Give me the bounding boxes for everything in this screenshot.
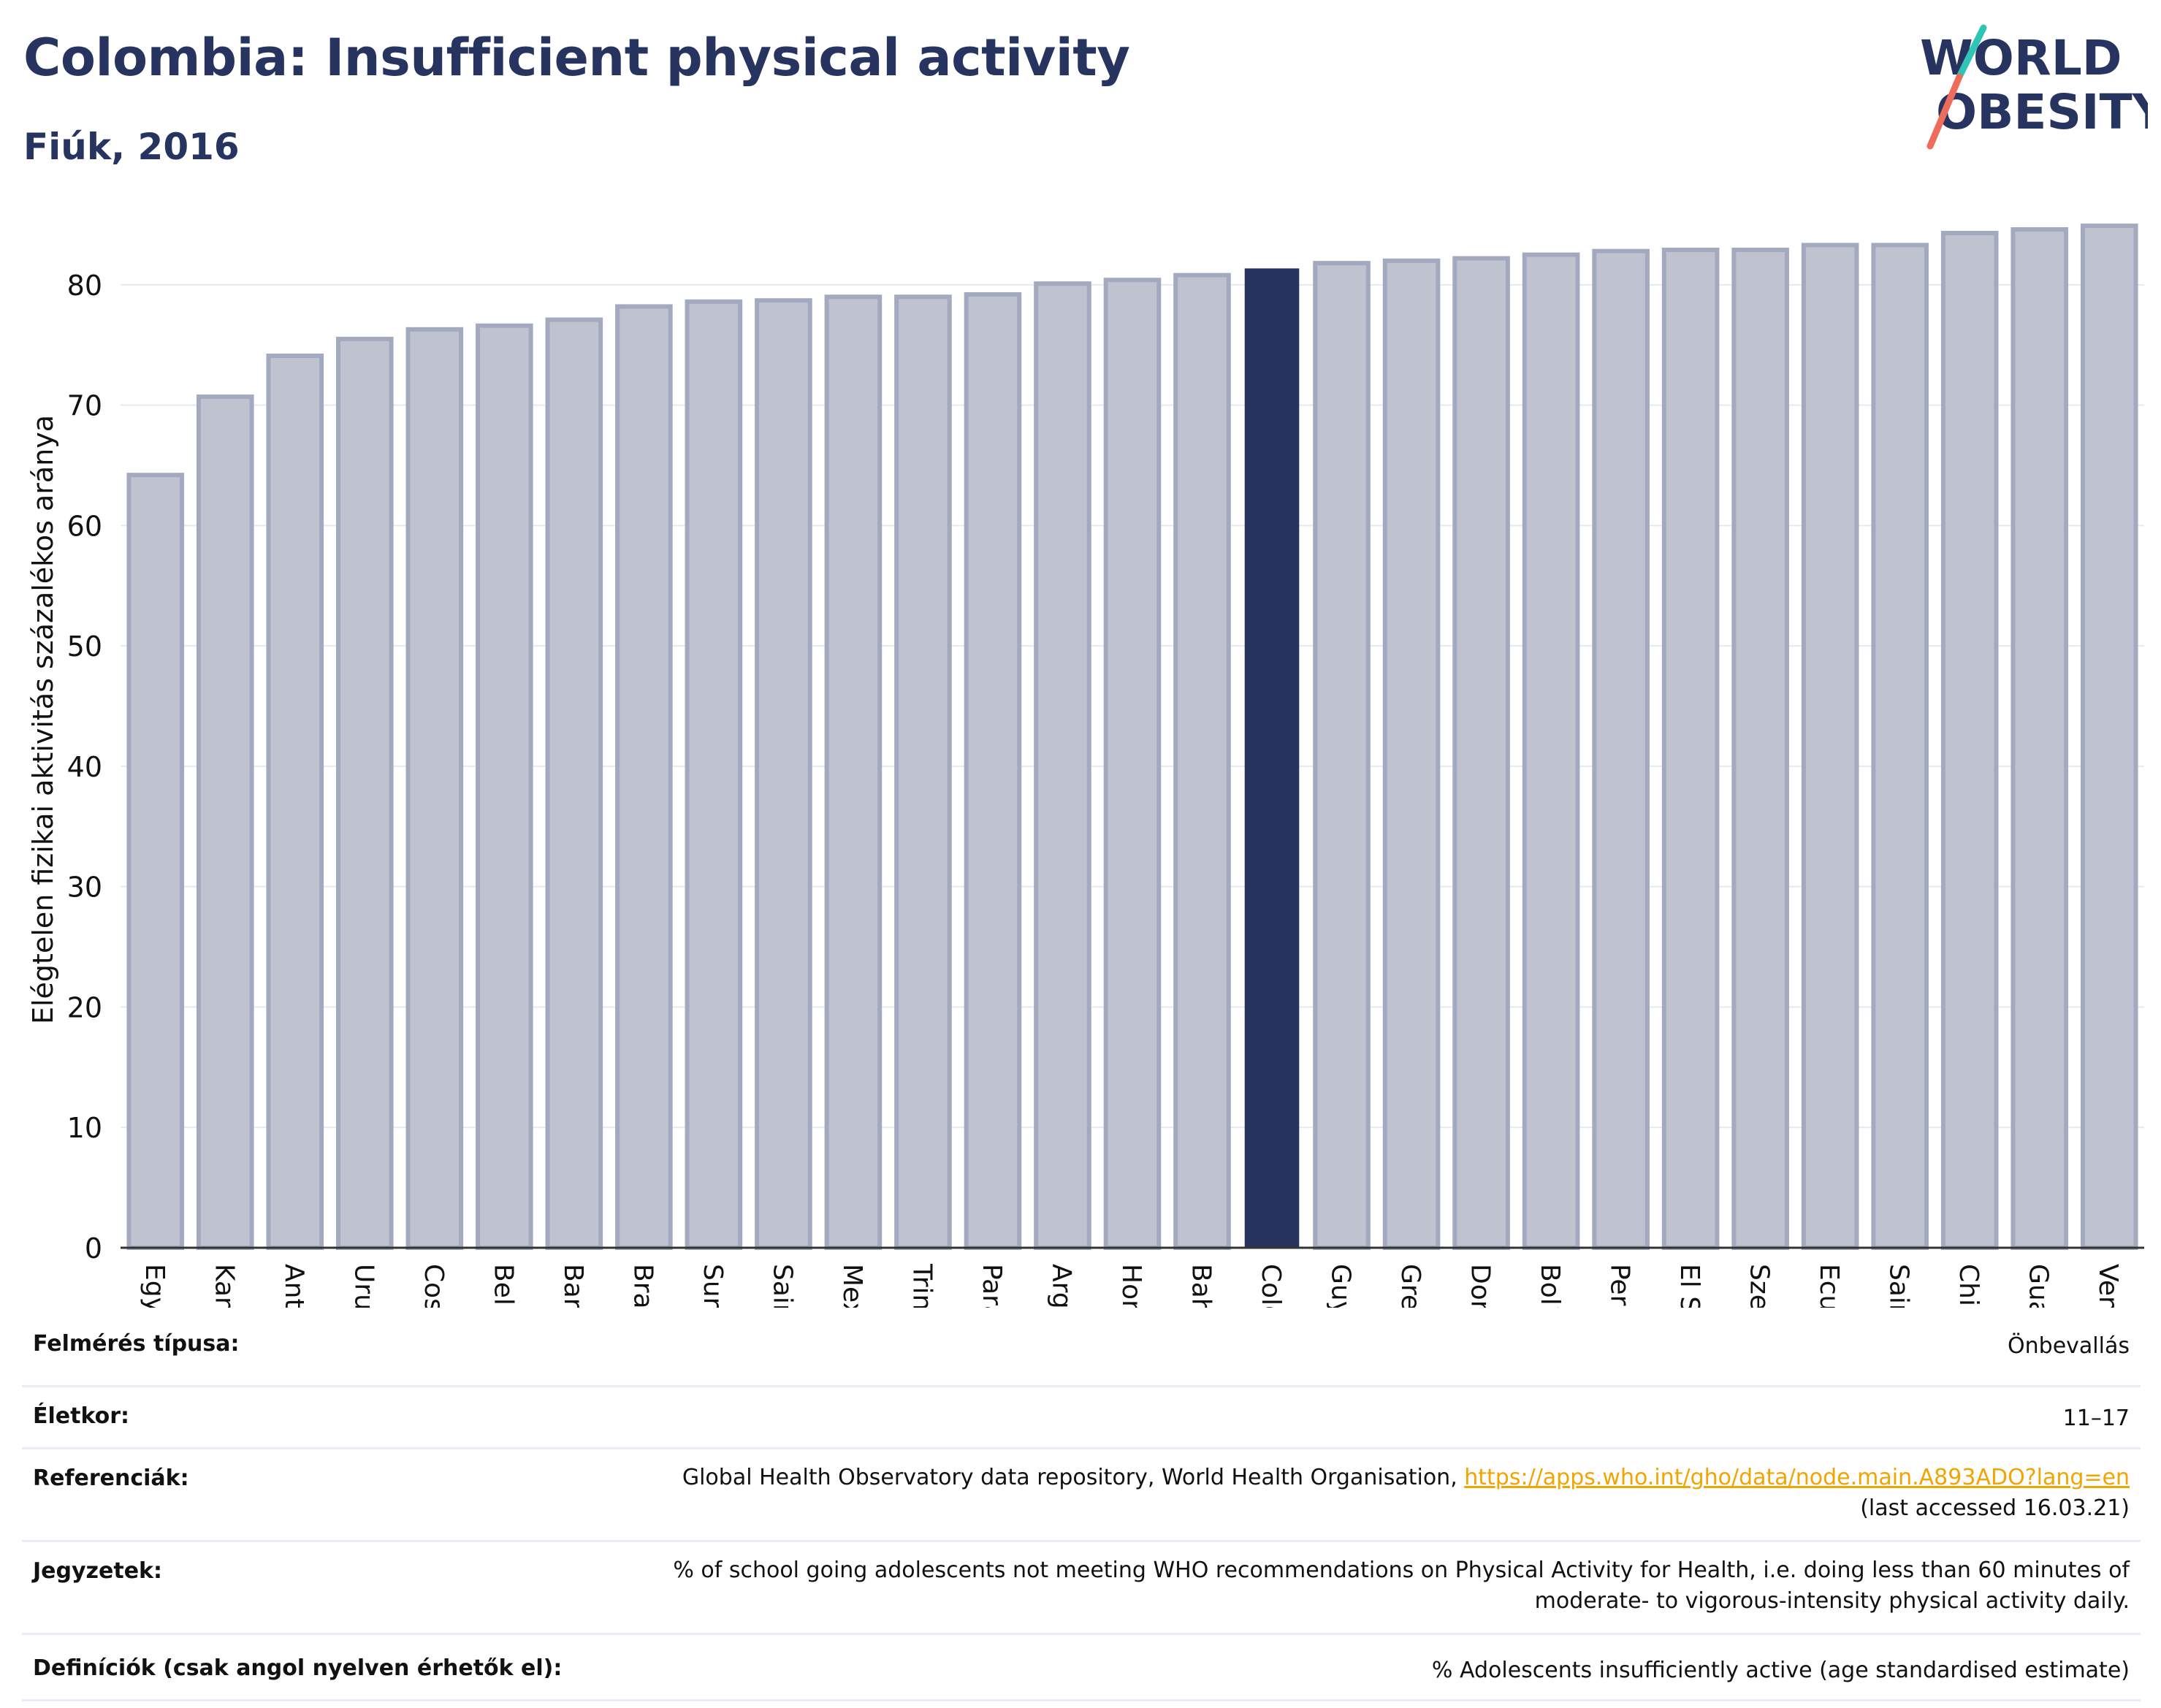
- footer-table: Felmérés típusa: Önbevallás Életkor: 11–…: [22, 1308, 2141, 1701]
- y-tick-label: 20: [67, 991, 102, 1023]
- bar: [126, 473, 185, 1251]
- x-tick-label: Bolívia: [1535, 1264, 1565, 1308]
- footer-row-age: Életkor: 11–17: [22, 1387, 2141, 1449]
- bar: [1382, 258, 1441, 1250]
- logo-text-world: WORLD: [1920, 30, 2122, 86]
- y-tick-label: 0: [85, 1232, 102, 1265]
- bar: [2080, 224, 2138, 1250]
- bar: [685, 299, 743, 1250]
- x-tick-label: Mexikó: [837, 1264, 867, 1308]
- footer-value: Global Health Observatory data repositor…: [595, 1463, 2130, 1524]
- reference-accessed: (last accessed 16.03.21): [1860, 1495, 2130, 1521]
- x-tick-label: Belize: [488, 1264, 518, 1308]
- bar: [405, 327, 464, 1251]
- bar: [2011, 227, 2069, 1251]
- axes: 0 10 20 30 40 50 60 70 80 Egyesült Államok Kanada A…: [67, 270, 2144, 1308]
- footer-label: Definíciók (csak angol nyelven érhetők e…: [33, 1655, 563, 1681]
- x-tick-label: Dominikai Közösség: [1466, 1264, 1495, 1308]
- bar: [1522, 252, 1580, 1250]
- reference-link[interactable]: https://apps.who.int/gho/data/node.main.…: [1464, 1465, 2130, 1490]
- bar: [1871, 243, 1929, 1250]
- x-tick-label: Argentína: [1046, 1264, 1076, 1308]
- x-tick-label: Antigua és Barbuda: [279, 1264, 309, 1308]
- footer-label: Felmérés típusa:: [33, 1331, 240, 1357]
- x-tick-label: Guatemala: [2024, 1264, 2054, 1308]
- bar: [1452, 256, 1510, 1250]
- footer-label: Életkor:: [33, 1403, 130, 1429]
- x-tick-label: Brazília: [628, 1264, 658, 1308]
- bar: [1103, 278, 1162, 1250]
- bar: [1313, 261, 1371, 1251]
- y-tick-label: 40: [67, 751, 102, 783]
- x-tick-label: Colombia: [1256, 1264, 1286, 1308]
- x-tick-label: Barbados: [558, 1264, 588, 1308]
- y-tick-label: 60: [67, 510, 102, 542]
- footer-label: Jegyzetek:: [33, 1558, 162, 1584]
- x-tick-label: Chile: [1954, 1264, 1983, 1308]
- chart-subtitle: Fiúk, 2016: [23, 126, 240, 168]
- y-tick-label: 80: [67, 270, 102, 302]
- y-axis-label: Elégtelen fizikai aktivitás százalékos a…: [27, 415, 59, 1024]
- bar: [755, 298, 812, 1250]
- bar: [1592, 248, 1650, 1251]
- bar: [1661, 248, 1720, 1251]
- x-tick-label: Saint Vincent és a Grenadine-szigetek: [1884, 1264, 1914, 1308]
- footer-row-survey-type: Felmérés típusa: Önbevallás: [22, 1308, 2141, 1387]
- bar: [266, 354, 324, 1251]
- y-tick-label: 30: [67, 872, 102, 904]
- bar: [1940, 230, 1999, 1250]
- bar: [336, 336, 394, 1250]
- footer-value: % of school going adolescents not meetin…: [673, 1558, 2130, 1614]
- x-tick-label: Venezuela: [2093, 1264, 2123, 1308]
- x-tick-label: Trinidad és Tobago: [907, 1263, 937, 1308]
- x-tick-label: Paraguay: [977, 1264, 1007, 1308]
- x-tick-label: Grenada: [1395, 1264, 1425, 1308]
- footer-label: Referenciák:: [33, 1465, 189, 1491]
- x-tick-label: El Salvador: [1674, 1264, 1704, 1308]
- x-tick-label: Kanada: [209, 1264, 239, 1308]
- x-tick-label: Bahama-szigetek: [1186, 1264, 1216, 1308]
- bar: [615, 304, 673, 1250]
- y-tick-label: 50: [67, 630, 102, 663]
- bar: [1801, 243, 1859, 1250]
- bars: [126, 224, 2138, 1251]
- x-tick-label: Szent Lucia: [1745, 1264, 1775, 1308]
- logo-text-obesity: OBESITY: [1936, 84, 2148, 140]
- bar: [824, 294, 883, 1251]
- x-tick-label: Uruguay: [348, 1264, 378, 1308]
- bar: [476, 323, 533, 1250]
- bar-chart: 0 10 20 30 40 50 60 70 80 Egyesült Államok Kanada A…: [27, 224, 2144, 1308]
- x-tick-label: Ecuador: [1814, 1264, 1844, 1308]
- logo-coral-stroke: [1926, 73, 1963, 150]
- x-tick-label: Peru: [1605, 1264, 1635, 1308]
- chart-title: Colombia: Insufficient physical activity: [23, 28, 1130, 88]
- x-tick-label: Saint Kitts és Nevis: [767, 1264, 797, 1308]
- world-obesity-logo: WORLD OBESITY: [1920, 24, 2148, 150]
- bar: [894, 294, 952, 1251]
- bar: [196, 394, 254, 1251]
- footer-value: % Adolescents insufficiently active (age…: [1431, 1658, 2130, 1683]
- bar: [1034, 281, 1091, 1251]
- x-tick-label: Suriname: [698, 1264, 728, 1308]
- bar: [1173, 272, 1231, 1250]
- bar: [964, 292, 1022, 1250]
- bar: [545, 317, 603, 1250]
- footer-row-notes: Jegyzetek: % of school going adolescents…: [22, 1542, 2141, 1635]
- footer-row-references: Referenciák: Global Health Observatory d…: [22, 1449, 2141, 1542]
- bar-highlight: [1244, 268, 1300, 1249]
- y-tick-label: 10: [67, 1112, 102, 1144]
- footer-row-definitions: Definíciók (csak angol nyelven érhetők e…: [22, 1635, 2141, 1701]
- footer-value: 11–17: [2062, 1406, 2130, 1431]
- logo-teal-stroke: [1956, 24, 1987, 80]
- x-tick-label: Costa Rica: [419, 1264, 449, 1308]
- bar: [1731, 248, 1789, 1251]
- footer-value: Önbevallás: [2008, 1333, 2130, 1359]
- reference-text: Global Health Observatory data repositor…: [682, 1465, 1465, 1490]
- y-tick-label: 70: [67, 390, 102, 422]
- x-tick-label: Honduras: [1116, 1264, 1146, 1308]
- x-tick-label: Egyesült Államok: [140, 1264, 170, 1308]
- x-tick-label: Guyana: [1326, 1264, 1356, 1308]
